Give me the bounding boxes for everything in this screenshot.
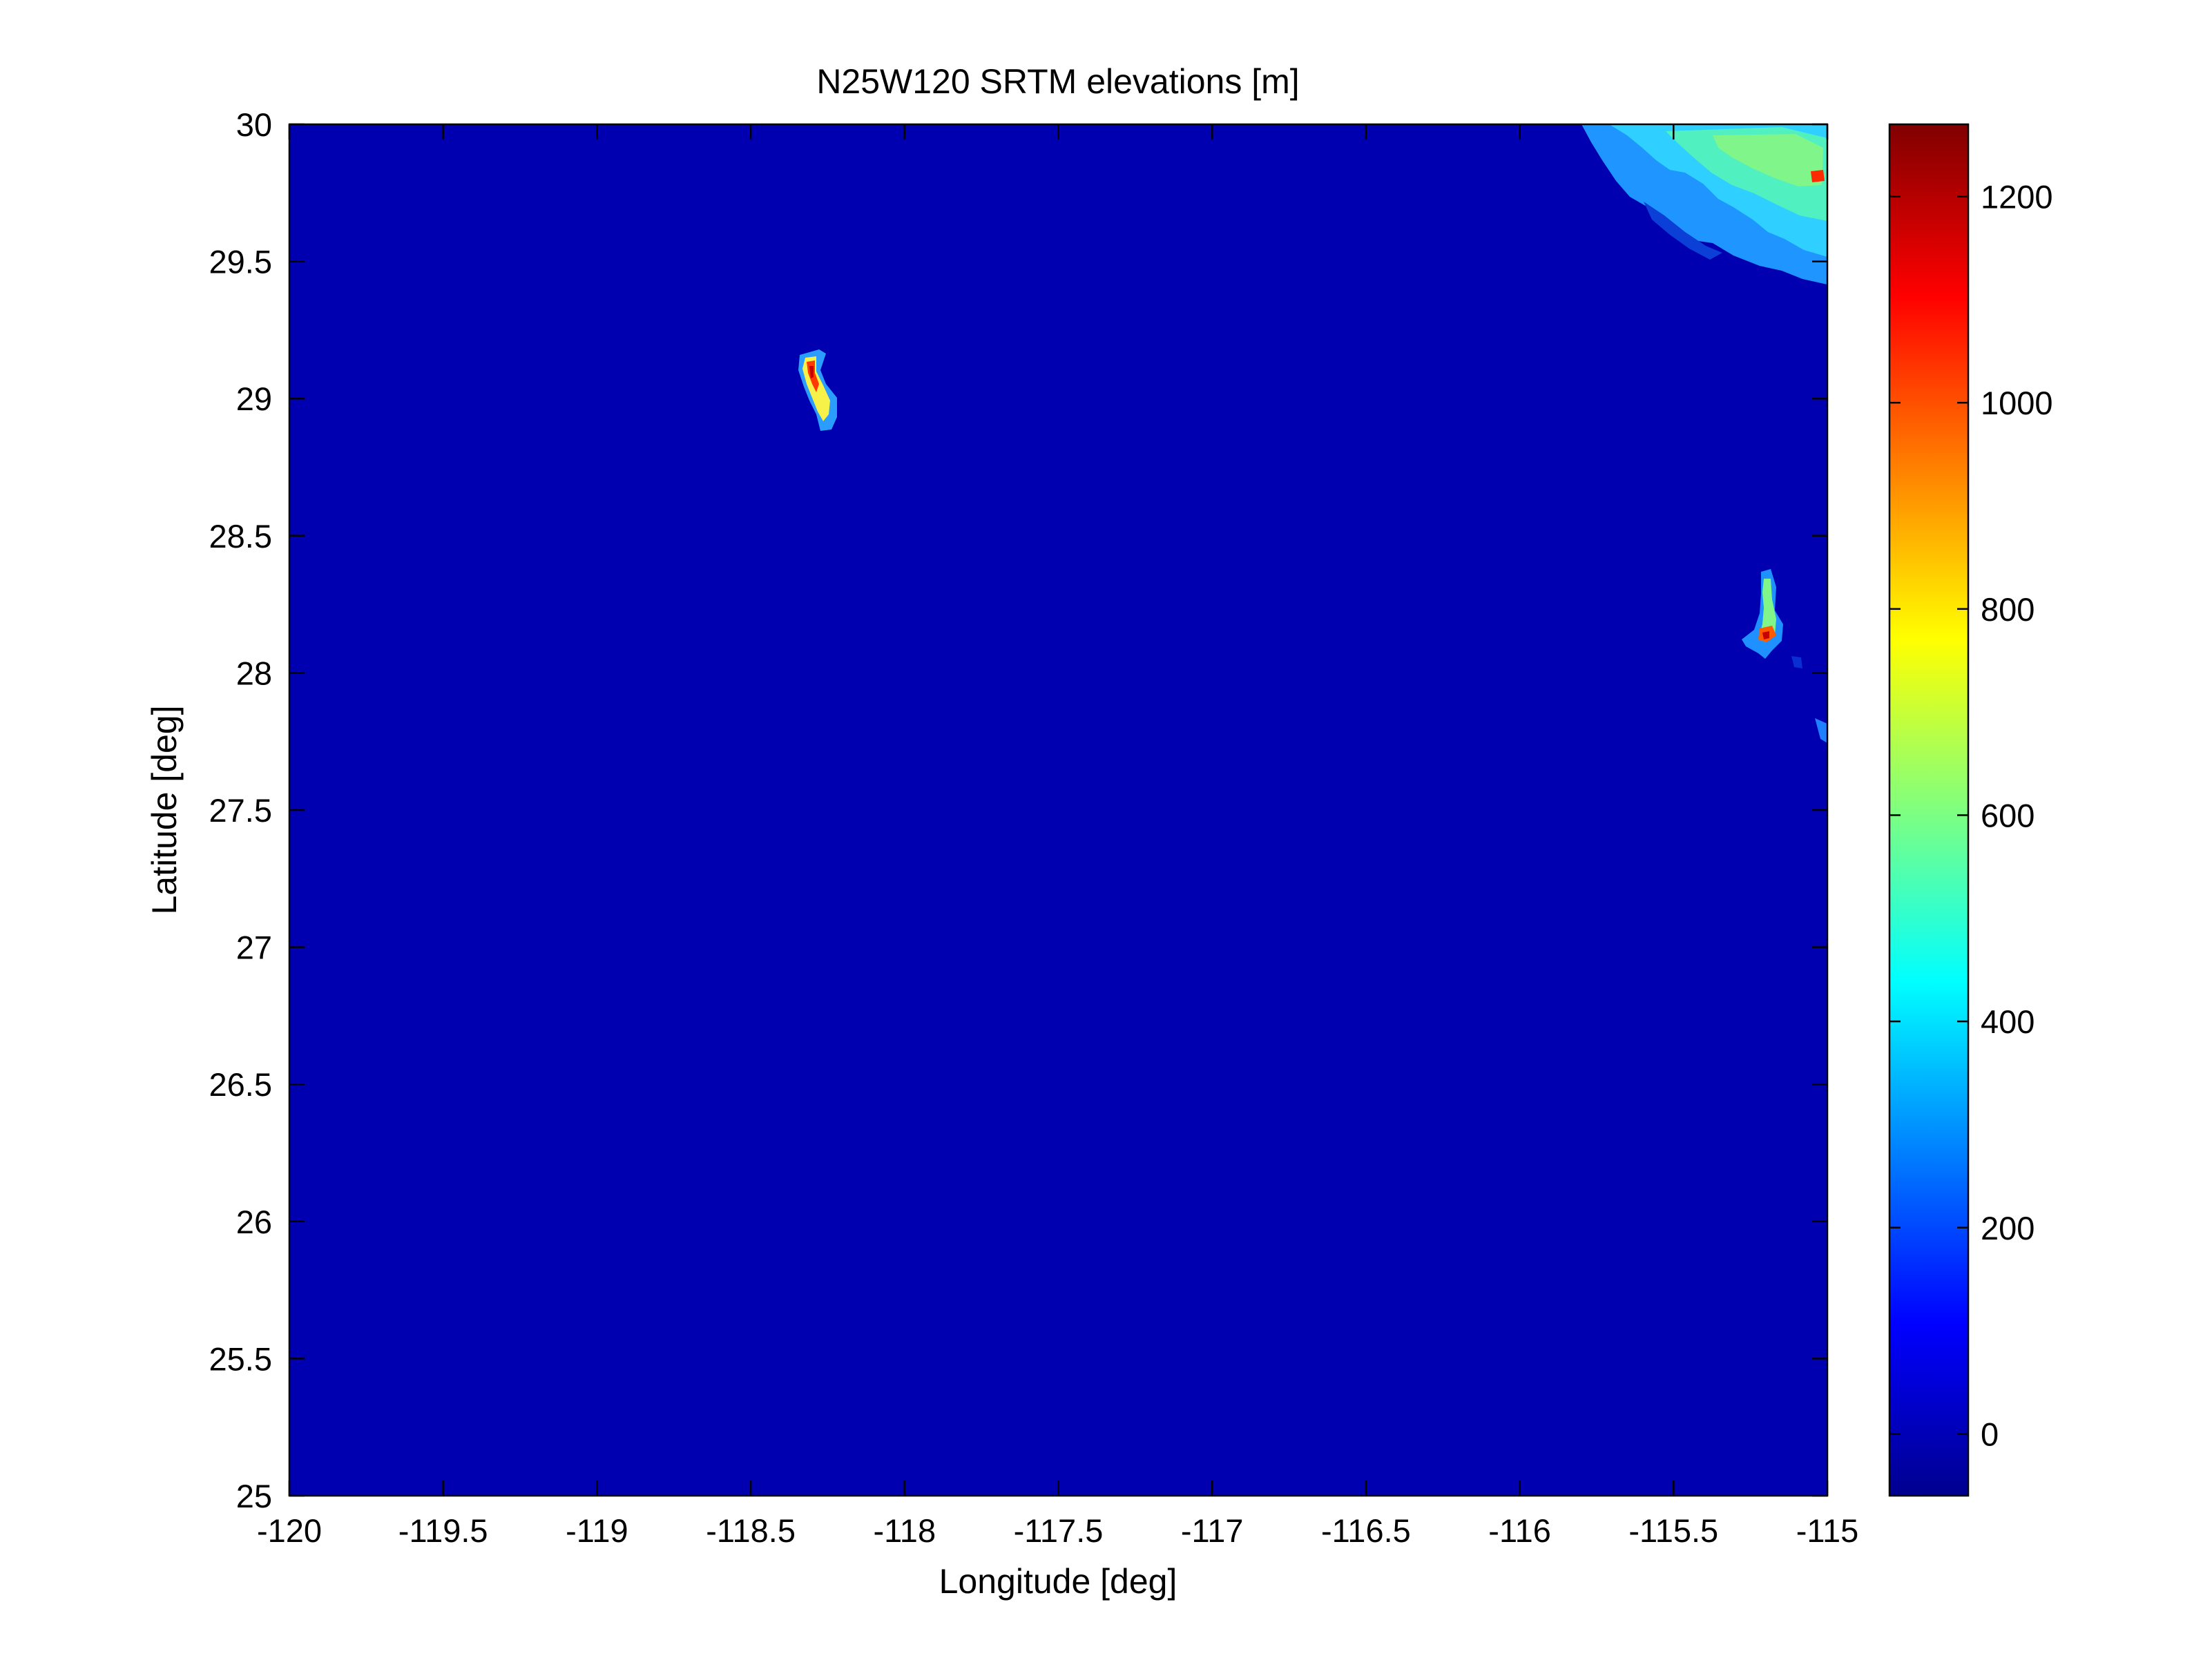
x-tick-label: -119.5 bbox=[398, 1512, 488, 1549]
y-tick-label: 30 bbox=[236, 106, 272, 143]
x-axis: -120 -119.5 -119 -118.5 -118 -117.5 -117 -116.5… bbox=[257, 124, 1858, 1549]
island-guadalupe bbox=[798, 349, 837, 431]
y-tick-label: 29.5 bbox=[209, 244, 272, 280]
island-cedros bbox=[1742, 569, 1783, 659]
colorbar-tick-label: 800 bbox=[1981, 591, 2035, 628]
colorbar-tick-label: 200 bbox=[1981, 1210, 2035, 1246]
y-tick-label: 28.5 bbox=[209, 518, 272, 555]
x-tick-label: -117 bbox=[1181, 1512, 1244, 1549]
colorbar-tick-label: 1200 bbox=[1981, 179, 2053, 215]
colorbar-tick-label: 1000 bbox=[1981, 385, 2053, 421]
x-tick-label: -119 bbox=[566, 1512, 628, 1549]
y-axis: 25 25.5 26 26.5 27 27.5 28 28.5 29 29.5 30 bbox=[209, 106, 1827, 1514]
y-axis-label: Latitude [deg] bbox=[145, 705, 184, 914]
y-tick-label: 25 bbox=[236, 1478, 272, 1514]
y-tick-label: 27 bbox=[236, 929, 272, 966]
mainland-baja-coast bbox=[1581, 124, 1827, 285]
coastal-patch bbox=[1815, 718, 1827, 743]
x-tick-label: -118 bbox=[874, 1512, 936, 1549]
x-tick-label: -118.5 bbox=[706, 1512, 796, 1549]
colorbar-tick-label: 400 bbox=[1981, 1003, 2035, 1040]
x-tick-label: -116 bbox=[1488, 1512, 1551, 1549]
x-tick-label: -120 bbox=[257, 1512, 322, 1549]
coastal-patch bbox=[1791, 656, 1802, 668]
y-tick-label: 26.5 bbox=[209, 1066, 272, 1103]
x-tick-label: -115 bbox=[1796, 1512, 1859, 1549]
colorbar-tick-label: 600 bbox=[1981, 797, 2035, 833]
y-tick-label: 28 bbox=[236, 655, 272, 691]
y-tick-label: 25.5 bbox=[209, 1340, 272, 1377]
x-axis-label: Longitude [deg] bbox=[939, 1562, 1177, 1601]
y-tick-label: 27.5 bbox=[209, 792, 272, 829]
y-tick-label: 26 bbox=[236, 1204, 272, 1240]
y-tick-label: 29 bbox=[236, 380, 272, 417]
x-tick-label: -115.5 bbox=[1628, 1512, 1718, 1549]
chart-title: N25W120 SRTM elevations [m] bbox=[816, 62, 1299, 101]
heatmap-ocean bbox=[289, 124, 1827, 1496]
elevation-features bbox=[798, 124, 1827, 743]
colorbar bbox=[1888, 123, 1970, 1497]
colorbar-tick-label: 0 bbox=[1981, 1416, 1999, 1452]
x-tick-label: -116.5 bbox=[1321, 1512, 1411, 1549]
x-tick-label: -117.5 bbox=[1014, 1512, 1104, 1549]
colorbar-ticks: 0 200 400 600 800 1000 1200 bbox=[1889, 179, 2053, 1452]
